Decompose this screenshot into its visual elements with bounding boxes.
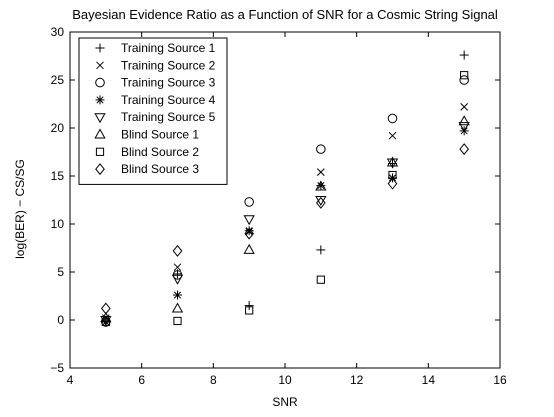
data-point — [460, 103, 469, 111]
legend-marker — [95, 77, 105, 88]
x-tick-label: 6 — [138, 373, 145, 387]
legend-marker — [95, 163, 105, 176]
legend-entry: Training Source 4 — [121, 93, 216, 107]
data-point — [386, 156, 399, 167]
legend-marker — [94, 113, 106, 124]
data-point — [387, 177, 398, 190]
legend-entry: Blind Source 2 — [121, 145, 199, 159]
data-point — [100, 316, 112, 327]
data-point — [100, 312, 112, 323]
x-tick-label: 16 — [493, 373, 507, 387]
y-tick-label: 0 — [57, 313, 64, 327]
data-point — [244, 301, 254, 311]
y-tick-label: 5 — [57, 265, 64, 279]
data-point — [459, 143, 470, 156]
data-point — [316, 168, 325, 177]
data-point — [243, 243, 255, 254]
data-point — [173, 263, 182, 272]
data-point — [315, 180, 327, 191]
legend-entry: Blind Source 1 — [121, 128, 199, 142]
data-point — [244, 197, 254, 207]
data-point — [458, 115, 470, 126]
data-point — [244, 226, 254, 236]
y-tick-label: 25 — [51, 73, 65, 87]
data-point — [459, 50, 469, 60]
y-tick-label: 10 — [51, 217, 65, 231]
legend-entry: Blind Source 3 — [121, 162, 199, 176]
y-tick-label: −5 — [50, 361, 64, 375]
data-point — [387, 113, 398, 124]
legend-marker — [96, 61, 104, 70]
legend-marker — [95, 147, 105, 156]
data-point — [171, 274, 184, 285]
legend-entry: Training Source 3 — [121, 76, 216, 90]
x-tick-label: 14 — [422, 373, 436, 387]
y-tick-label: 20 — [51, 121, 65, 135]
x-tick-label: 12 — [350, 373, 364, 387]
data-point — [315, 196, 326, 209]
data-point — [316, 245, 326, 255]
data-point — [244, 227, 255, 240]
data-point — [316, 275, 325, 284]
legend-box — [78, 37, 228, 185]
data-point — [100, 302, 111, 315]
x-axis-label: SNR — [272, 395, 298, 409]
data-point — [459, 75, 469, 85]
data-point — [458, 122, 470, 133]
chart-title: Bayesian Evidence Ratio as a Function of… — [72, 7, 498, 22]
y-tick-label: 30 — [51, 25, 65, 39]
x-tick-label: 10 — [278, 373, 292, 387]
legend-marker — [95, 95, 105, 105]
legend-marker — [94, 128, 106, 139]
data-point — [101, 317, 110, 327]
plot-area-frame — [69, 31, 501, 369]
data-point — [172, 244, 183, 257]
data-point — [386, 158, 399, 169]
data-point — [316, 144, 326, 154]
data-point — [243, 215, 255, 226]
x-tick-label: 8 — [210, 373, 217, 387]
data-point — [245, 306, 254, 315]
data-point — [171, 302, 184, 313]
legend-entry: Training Source 2 — [121, 58, 216, 72]
data-point — [173, 316, 182, 326]
legend-entry: Training Source 5 — [121, 110, 216, 124]
legend-marker — [95, 43, 105, 53]
y-tick-label: 15 — [51, 169, 65, 183]
data-point — [388, 131, 397, 140]
data-point — [460, 71, 469, 80]
legend-entry: Training Source 1 — [121, 41, 216, 55]
x-tick-label: 4 — [67, 373, 74, 387]
data-point — [316, 181, 326, 191]
data-point — [173, 290, 182, 300]
